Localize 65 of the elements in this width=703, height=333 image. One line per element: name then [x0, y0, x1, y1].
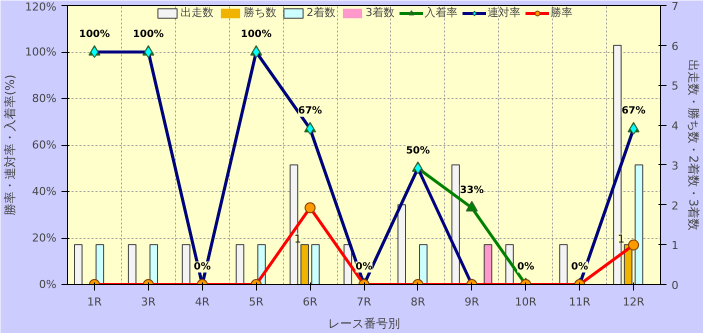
y2-tick-label: 2 — [672, 199, 678, 212]
x-tick-label: 11R — [568, 296, 591, 308]
x-tick-label: 12R — [622, 296, 645, 308]
legend-label: 勝ち数 — [244, 5, 276, 20]
bar — [128, 244, 136, 284]
x-tick-label: 7R — [356, 296, 372, 308]
data-label: 0% — [194, 262, 211, 272]
y2-tick-label: 4 — [672, 120, 678, 133]
y-tick-label: 120% — [25, 0, 57, 14]
bar — [182, 244, 190, 284]
x-tick-label: 4R — [194, 296, 210, 308]
bar — [419, 244, 428, 284]
x-axis-title: レース番号別 — [328, 316, 400, 330]
data-label: 100% — [240, 29, 272, 40]
bar — [290, 164, 298, 284]
x-tick-label: 8R — [410, 296, 426, 308]
y-tick-label: 80% — [32, 92, 57, 105]
y-tick-label: 60% — [32, 138, 57, 152]
data-label: 33% — [460, 184, 484, 196]
point — [466, 200, 478, 212]
legend-label: 勝率 — [550, 5, 572, 20]
bar — [96, 244, 104, 284]
x-tick-label: 6R — [302, 296, 318, 308]
bar — [236, 244, 244, 284]
bar — [300, 244, 309, 284]
data-label: 0% — [571, 262, 588, 272]
data-label: 0% — [356, 262, 372, 272]
bar — [74, 244, 83, 284]
x-tick-label: 3R — [141, 296, 156, 308]
y-axis-title: 勝率・連対率・入着率(%) — [3, 74, 18, 216]
data-label: 100% — [132, 29, 164, 40]
bar — [311, 244, 320, 284]
data-label: 100% — [79, 29, 110, 40]
bar — [149, 244, 158, 284]
legend-label: 入着率 — [424, 5, 458, 20]
bar — [397, 204, 406, 284]
y2-tick-label: 0 — [672, 279, 678, 292]
y2-tick-label: 3 — [672, 159, 678, 172]
y2-tick-label: 7 — [672, 0, 678, 13]
x-tick-label: 5R — [248, 296, 264, 308]
x-tick-label: 1R — [87, 296, 102, 308]
y2-tick-label: 5 — [672, 80, 678, 93]
legend-label: 出走数 — [180, 5, 214, 20]
y-tick-label: 0% — [39, 278, 56, 291]
y2-tick-label: 6 — [672, 40, 678, 53]
y-tick-label: 20% — [32, 232, 57, 244]
data-label: 0% — [517, 262, 534, 272]
legend-label: 2着数 — [306, 5, 336, 20]
y2-tick-label: 1 — [672, 239, 678, 252]
bar — [613, 44, 622, 284]
data-label: 1 — [294, 232, 302, 246]
x-tick-label: 9R — [464, 296, 480, 308]
bar — [484, 244, 492, 284]
bar — [634, 164, 644, 284]
bar — [559, 244, 568, 284]
y2-axis-title: 出走数・勝ち数・2着数・3着数 — [686, 59, 700, 231]
data-label: 50% — [406, 145, 430, 156]
data-label: 1 — [618, 232, 625, 246]
legend-label: 連対率 — [488, 5, 520, 20]
data-label: 67% — [298, 106, 322, 117]
legend-label: 3着数 — [366, 5, 394, 20]
x-tick-label: 10R — [514, 296, 537, 308]
data-label: 67% — [622, 106, 646, 117]
y-tick-label: 100% — [25, 46, 57, 58]
y-tick-label: 40% — [32, 185, 57, 198]
